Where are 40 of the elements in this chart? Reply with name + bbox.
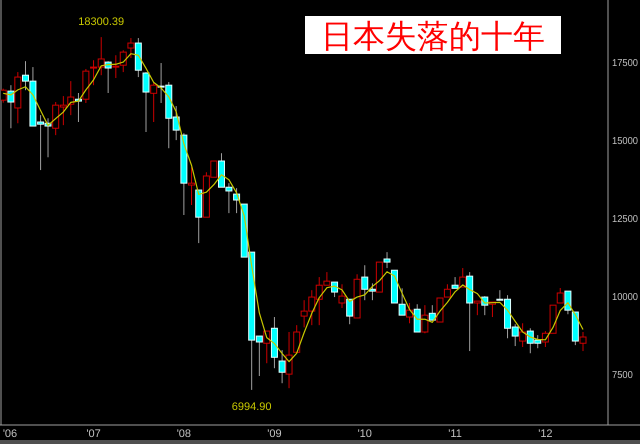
candlestick	[112, 54, 120, 79]
candlestick	[188, 166, 196, 206]
candlestick	[150, 82, 158, 123]
candlestick	[421, 304, 428, 334]
candlestick	[474, 300, 481, 316]
candlestick	[7, 84, 14, 129]
x-tick-label: '10	[358, 428, 372, 440]
x-tick-label: '09	[267, 428, 282, 440]
candlestick	[519, 322, 526, 348]
candlestick	[346, 298, 354, 325]
candlestick	[556, 288, 564, 304]
text: 日本失落的十年	[321, 17, 545, 55]
candlestick	[564, 290, 572, 315]
x-tick-label: '07	[86, 428, 101, 440]
y-tick-label: 7500	[612, 370, 634, 382]
x-tick-label: '06	[2, 428, 18, 440]
y-tick-label: 12500	[612, 214, 640, 226]
candlestick	[120, 50, 127, 73]
x-tick-label: '12	[538, 428, 553, 440]
candlestick	[414, 304, 421, 333]
x-tick-label: '08	[176, 428, 192, 440]
candlestick	[338, 284, 346, 308]
candlestick	[452, 276, 459, 289]
candlestick	[444, 284, 451, 298]
x-tick-label: '11	[448, 428, 462, 440]
candlestick	[398, 288, 406, 316]
candlestick	[293, 324, 300, 354]
y-tick-label: 15000	[612, 136, 640, 148]
candlestick	[286, 332, 293, 389]
candlestick	[127, 38, 134, 59]
y-tick-label: 10000	[612, 292, 640, 304]
candlestick	[1, 88, 7, 104]
candlestick	[384, 252, 391, 269]
y-tick-label: 17500	[612, 58, 640, 70]
candlestick	[142, 72, 150, 132]
candlestick	[278, 350, 286, 384]
annotation: 18300.39	[78, 16, 124, 28]
candlestick	[580, 332, 587, 352]
candlestick	[406, 302, 414, 324]
annotation: 6994.90	[232, 400, 272, 413]
